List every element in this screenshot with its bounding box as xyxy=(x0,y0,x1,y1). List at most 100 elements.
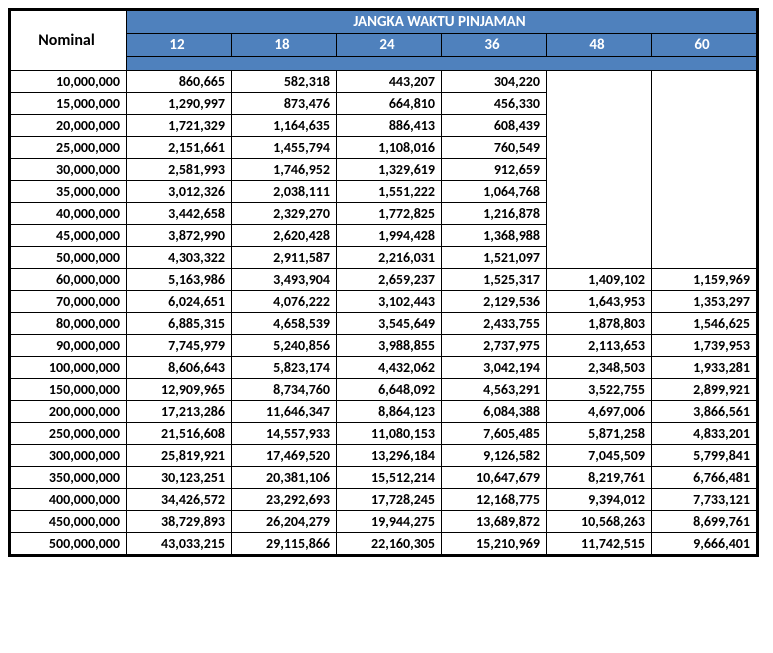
value-cell: 1,643,953 xyxy=(547,291,652,313)
value-cell: 14,557,933 xyxy=(232,423,337,445)
value-cell: 10,647,679 xyxy=(442,467,547,489)
header-term-36: 36 xyxy=(442,34,547,57)
value-cell: 2,737,975 xyxy=(442,335,547,357)
value-cell: 1,329,619 xyxy=(337,159,442,181)
value-cell: 912,659 xyxy=(442,159,547,181)
value-cell: 4,563,291 xyxy=(442,379,547,401)
empty-cell xyxy=(652,225,757,247)
value-cell: 1,772,825 xyxy=(337,203,442,225)
header-term-24: 24 xyxy=(337,34,442,57)
value-cell: 4,658,539 xyxy=(232,313,337,335)
nominal-cell: 200,000,000 xyxy=(11,401,127,423)
value-cell: 10,568,263 xyxy=(547,511,652,533)
header-title: JANGKA WAKTU PINJAMAN xyxy=(127,11,757,34)
table-row: 50,000,0004,303,3222,911,5872,216,0311,5… xyxy=(11,247,757,269)
value-cell: 17,469,520 xyxy=(232,445,337,467)
value-cell: 3,442,658 xyxy=(127,203,232,225)
nominal-cell: 40,000,000 xyxy=(11,203,127,225)
value-cell: 1,216,878 xyxy=(442,203,547,225)
table-row: 150,000,00012,909,9658,734,7606,648,0924… xyxy=(11,379,757,401)
value-cell: 21,516,608 xyxy=(127,423,232,445)
value-cell: 2,433,755 xyxy=(442,313,547,335)
nominal-cell: 400,000,000 xyxy=(11,489,127,511)
value-cell: 13,689,872 xyxy=(442,511,547,533)
value-cell: 5,163,986 xyxy=(127,269,232,291)
value-cell: 4,833,201 xyxy=(652,423,757,445)
nominal-cell: 20,000,000 xyxy=(11,115,127,137)
empty-cell xyxy=(547,115,652,137)
value-cell: 2,581,993 xyxy=(127,159,232,181)
table-row: 500,000,00043,033,21529,115,86622,160,30… xyxy=(11,533,757,555)
table-row: 30,000,0002,581,9931,746,9521,329,619912… xyxy=(11,159,757,181)
value-cell: 8,219,761 xyxy=(547,467,652,489)
table-row: 100,000,0008,606,6435,823,1744,432,0623,… xyxy=(11,357,757,379)
table-row: 400,000,00034,426,57223,292,69317,728,24… xyxy=(11,489,757,511)
value-cell: 1,878,803 xyxy=(547,313,652,335)
value-cell: 3,493,904 xyxy=(232,269,337,291)
nominal-cell: 500,000,000 xyxy=(11,533,127,555)
header-term-18: 18 xyxy=(232,34,337,57)
value-cell: 456,330 xyxy=(442,93,547,115)
value-cell: 43,033,215 xyxy=(127,533,232,555)
value-cell: 2,620,428 xyxy=(232,225,337,247)
value-cell: 7,605,485 xyxy=(442,423,547,445)
value-cell: 2,659,237 xyxy=(337,269,442,291)
value-cell: 11,080,153 xyxy=(337,423,442,445)
value-cell: 4,303,322 xyxy=(127,247,232,269)
empty-cell xyxy=(547,247,652,269)
table-row: 15,000,0001,290,997873,476664,810456,330 xyxy=(11,93,757,115)
value-cell: 8,606,643 xyxy=(127,357,232,379)
value-cell: 860,665 xyxy=(127,71,232,93)
value-cell: 886,413 xyxy=(337,115,442,137)
value-cell: 1,933,281 xyxy=(652,357,757,379)
value-cell: 1,164,635 xyxy=(232,115,337,137)
value-cell: 3,545,649 xyxy=(337,313,442,335)
value-cell: 3,012,326 xyxy=(127,181,232,203)
value-cell: 1,064,768 xyxy=(442,181,547,203)
nominal-cell: 300,000,000 xyxy=(11,445,127,467)
value-cell: 1,994,428 xyxy=(337,225,442,247)
table-row: 90,000,0007,745,9795,240,8563,988,8552,7… xyxy=(11,335,757,357)
value-cell: 7,045,509 xyxy=(547,445,652,467)
table-row: 250,000,00021,516,60814,557,93311,080,15… xyxy=(11,423,757,445)
value-cell: 6,766,481 xyxy=(652,467,757,489)
table-body: 10,000,000860,665582,318443,207304,22015… xyxy=(11,71,757,555)
value-cell: 8,864,123 xyxy=(337,401,442,423)
empty-cell xyxy=(652,159,757,181)
table-row: 70,000,0006,024,6514,076,2223,102,4432,1… xyxy=(11,291,757,313)
value-cell: 11,742,515 xyxy=(547,533,652,555)
value-cell: 873,476 xyxy=(232,93,337,115)
value-cell: 6,084,388 xyxy=(442,401,547,423)
value-cell: 2,348,503 xyxy=(547,357,652,379)
value-cell: 1,551,222 xyxy=(337,181,442,203)
value-cell: 5,240,856 xyxy=(232,335,337,357)
value-cell: 3,872,990 xyxy=(127,225,232,247)
nominal-cell: 90,000,000 xyxy=(11,335,127,357)
value-cell: 2,038,111 xyxy=(232,181,337,203)
empty-cell xyxy=(547,159,652,181)
table-row: 350,000,00030,123,25120,381,10615,512,21… xyxy=(11,467,757,489)
value-cell: 17,213,286 xyxy=(127,401,232,423)
value-cell: 2,899,921 xyxy=(652,379,757,401)
value-cell: 664,810 xyxy=(337,93,442,115)
nominal-cell: 70,000,000 xyxy=(11,291,127,313)
header-spacer xyxy=(127,57,757,71)
value-cell: 1,353,297 xyxy=(652,291,757,313)
value-cell: 19,944,275 xyxy=(337,511,442,533)
value-cell: 304,220 xyxy=(442,71,547,93)
value-cell: 1,409,102 xyxy=(547,269,652,291)
value-cell: 4,697,006 xyxy=(547,401,652,423)
nominal-cell: 250,000,000 xyxy=(11,423,127,445)
value-cell: 760,549 xyxy=(442,137,547,159)
value-cell: 1,455,794 xyxy=(232,137,337,159)
value-cell: 1,159,969 xyxy=(652,269,757,291)
empty-cell xyxy=(547,203,652,225)
value-cell: 6,885,315 xyxy=(127,313,232,335)
nominal-cell: 35,000,000 xyxy=(11,181,127,203)
table-row: 80,000,0006,885,3154,658,5393,545,6492,4… xyxy=(11,313,757,335)
value-cell: 3,522,755 xyxy=(547,379,652,401)
value-cell: 2,151,661 xyxy=(127,137,232,159)
empty-cell xyxy=(652,203,757,225)
value-cell: 9,394,012 xyxy=(547,489,652,511)
value-cell: 5,871,258 xyxy=(547,423,652,445)
